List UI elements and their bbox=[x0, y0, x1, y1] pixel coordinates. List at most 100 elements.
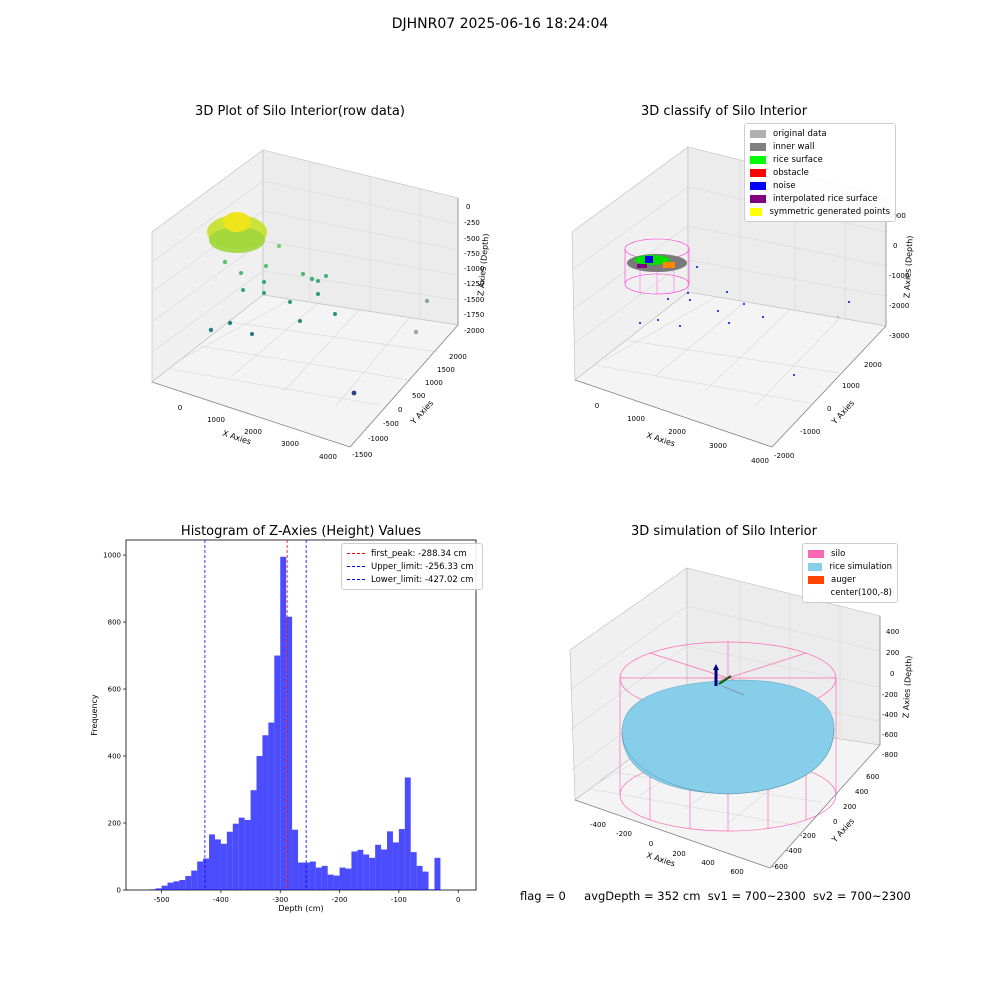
histogram-bar bbox=[428, 889, 435, 890]
tick: -200 bbox=[882, 691, 898, 699]
y-tick-label: 600 bbox=[108, 686, 121, 694]
legend-entry: center(100,-8) bbox=[808, 586, 892, 599]
tick: 0 bbox=[398, 406, 402, 414]
legend-label: silo bbox=[831, 548, 846, 559]
legend-label: rice surface bbox=[773, 154, 823, 165]
histogram-bar bbox=[226, 831, 233, 890]
histogram-xlabel: Depth (cm) bbox=[278, 904, 323, 913]
histogram-bar bbox=[363, 854, 370, 890]
tick: 1000 bbox=[425, 379, 443, 387]
panel2-scatter-points bbox=[624, 238, 850, 376]
y-tick-label: 800 bbox=[108, 619, 121, 627]
x-tick-label: 0 bbox=[456, 896, 460, 904]
tick: 3000 bbox=[281, 440, 299, 448]
tick: -400 bbox=[882, 711, 898, 719]
legend-entry: inner wall bbox=[750, 140, 890, 153]
legend-entry: auger bbox=[808, 573, 892, 586]
histogram-bar bbox=[214, 839, 221, 890]
histogram-bar bbox=[149, 889, 156, 890]
legend-label: rice simulation bbox=[829, 561, 892, 572]
x-tick-label: -500 bbox=[154, 896, 170, 904]
histogram-bar bbox=[185, 875, 192, 890]
tick: -250 bbox=[464, 219, 480, 227]
legend-label: auger bbox=[831, 574, 856, 585]
legend-label: original data bbox=[773, 128, 827, 139]
histogram-bar bbox=[309, 861, 316, 890]
legend-swatch bbox=[750, 194, 766, 203]
y-tick-label: 200 bbox=[108, 820, 121, 828]
tick: -400 bbox=[786, 847, 802, 855]
tick: 2000 bbox=[244, 428, 262, 436]
tick: -500 bbox=[383, 420, 399, 428]
tick: 200 bbox=[672, 850, 685, 858]
tick: -600 bbox=[882, 731, 898, 739]
histogram-bar bbox=[387, 831, 393, 890]
legend-entry: silo bbox=[808, 547, 892, 560]
legend-label: center(100,-8) bbox=[830, 587, 892, 598]
histogram-bar bbox=[392, 842, 399, 890]
legend-entry: interpolated rice surface bbox=[750, 192, 890, 205]
tick: -800 bbox=[882, 751, 898, 759]
panel1-z-ticks: 0 -250 -500 -750 -1000 -1250 -1500 -1750… bbox=[464, 203, 484, 335]
histogram-bar bbox=[351, 851, 358, 890]
tick: 1000 bbox=[207, 416, 225, 424]
histogram-bar bbox=[286, 616, 293, 890]
panel2-z-ticks: 1000 0 -1000 -2000 -3000 bbox=[888, 212, 909, 340]
tick: 3000 bbox=[709, 442, 727, 450]
tick: 1000 bbox=[627, 415, 645, 423]
legend-line bbox=[347, 579, 365, 580]
legend-entry: noise bbox=[750, 179, 890, 192]
legend-entry: Lower_limit: -427.02 cm bbox=[347, 573, 477, 586]
tick: -750 bbox=[464, 250, 480, 258]
histogram-bar bbox=[398, 829, 405, 890]
histogram-bar bbox=[197, 861, 204, 890]
legend-entry: first_peak: -288.34 cm bbox=[347, 547, 477, 560]
histogram-bar bbox=[339, 867, 346, 890]
histogram-legend: first_peak: -288.34 cm Upper_limit: -256… bbox=[341, 543, 483, 590]
panel2-title: 3D classify of Silo Interior bbox=[640, 104, 808, 119]
tick: 1000 bbox=[888, 212, 906, 220]
histogram-title: Histogram of Z-Axies (Height) Values bbox=[180, 524, 422, 539]
histogram-bar bbox=[274, 655, 281, 890]
histogram-bar bbox=[155, 888, 162, 890]
histogram-frame bbox=[125, 539, 477, 891]
tick: -3000 bbox=[889, 332, 909, 340]
panel2-legend: original data inner wall rice surface ob… bbox=[744, 123, 896, 222]
tick: -1500 bbox=[352, 451, 372, 459]
histogram-bar bbox=[404, 777, 411, 890]
histogram-bar bbox=[209, 834, 215, 890]
legend-swatch bbox=[750, 168, 766, 177]
tick: -600 bbox=[772, 863, 788, 871]
histogram-bar bbox=[375, 844, 382, 890]
histogram-bar bbox=[161, 885, 168, 890]
histogram-x-ticks: -500 -400 -300 -200 -100 0 bbox=[154, 890, 460, 904]
legend-swatch bbox=[750, 129, 766, 138]
x-tick-label: -100 bbox=[391, 896, 407, 904]
histogram-bar bbox=[292, 829, 299, 890]
tick: -1500 bbox=[464, 296, 484, 304]
histogram-bar bbox=[303, 862, 310, 890]
histogram-bar bbox=[268, 722, 275, 890]
histogram-bar bbox=[315, 867, 322, 890]
tick: -200 bbox=[800, 832, 816, 840]
panel1-x-ticks: 0 1000 2000 3000 4000 bbox=[178, 404, 337, 461]
panel1-scatter-points bbox=[207, 212, 430, 396]
legend-entry: rice simulation bbox=[808, 560, 892, 573]
histogram-bar bbox=[298, 862, 304, 890]
tick: 4000 bbox=[751, 457, 769, 465]
status-line: flag = 0 avgDepth = 352 cm sv1 = 700~230… bbox=[520, 889, 911, 903]
panel4-x-ticks: -400 -200 0 200 400 600 bbox=[590, 821, 744, 876]
histogram-bar bbox=[434, 857, 441, 890]
status-avg-depth: avgDepth = 352 cm bbox=[584, 889, 701, 903]
status-sv2: sv2 = 700~2300 bbox=[812, 889, 911, 903]
tick: -1000 bbox=[889, 272, 909, 280]
histogram-ylabel: Frequency bbox=[90, 694, 99, 736]
y-tick-label: 1000 bbox=[103, 552, 121, 560]
legend-entry: original data bbox=[750, 127, 890, 140]
legend-entry: symmetric generated points bbox=[750, 205, 890, 218]
y-tick-label: 400 bbox=[108, 753, 121, 761]
legend-swatch bbox=[808, 549, 824, 558]
tick: 1500 bbox=[437, 366, 455, 374]
